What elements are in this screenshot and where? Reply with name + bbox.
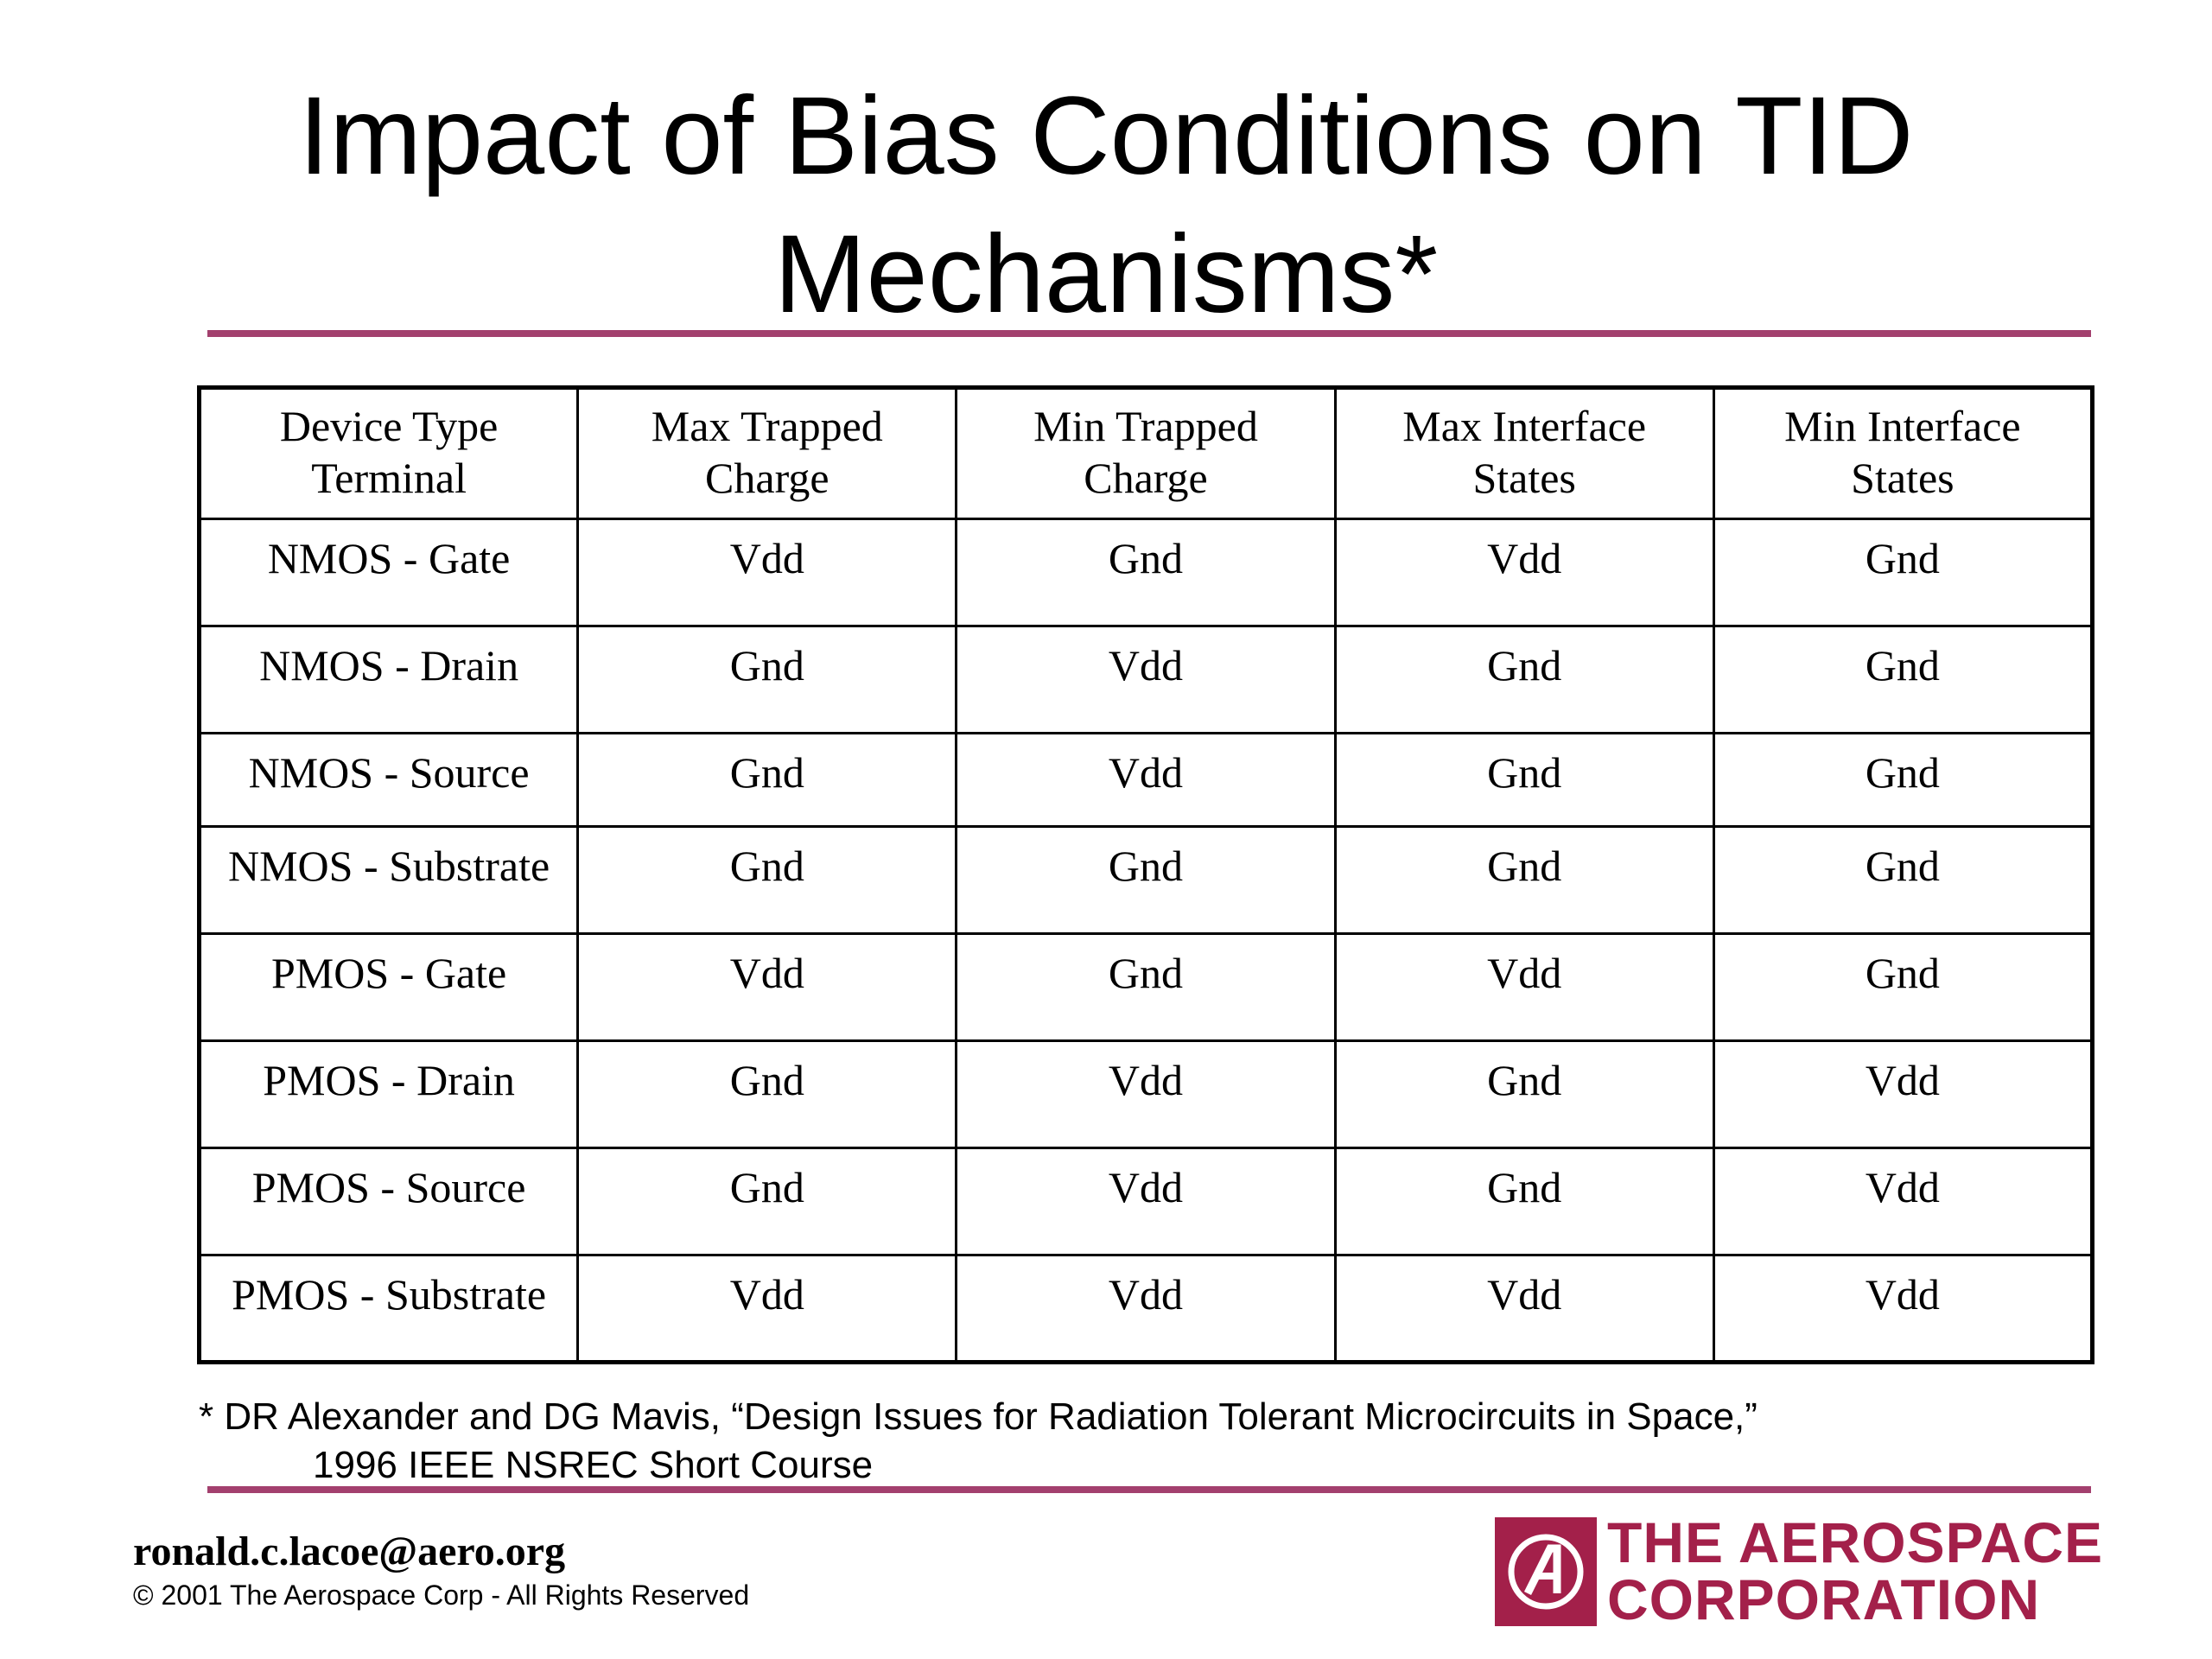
table-cell: Gnd <box>1712 932 2094 1042</box>
footnote-line-2: 1996 IEEE NSREC Short Course <box>313 1444 874 1486</box>
logo-wordmark: THE AEROSPACE CORPORATION <box>1607 1514 2103 1628</box>
table-cell: Gnd <box>1333 625 1715 734</box>
slide-title: Impact of Bias Conditions on TID Mechani… <box>207 67 2005 344</box>
table-cell: Vdd <box>955 1254 1337 1363</box>
header-text: Charge <box>705 454 830 502</box>
table-row: PMOS - Drain Gnd Vdd Gnd Vdd <box>197 1039 2094 1149</box>
table-row: PMOS - Gate Vdd Gnd Vdd Gnd <box>197 932 2094 1042</box>
header-text: Device Type <box>279 402 499 450</box>
logo-line-2: CORPORATION <box>1607 1567 2041 1631</box>
author-email: ronald.c.lacoe@aero.org <box>133 1529 566 1574</box>
table-cell: Vdd <box>955 1039 1337 1149</box>
table-cell: Gnd <box>576 1147 958 1256</box>
copyright-notice: © 2001 The Aerospace Corp - All Rights R… <box>133 1580 750 1611</box>
table-cell: Vdd <box>1712 1039 2094 1149</box>
header-min-trapped-charge: Min Trapped Charge <box>955 386 1337 520</box>
table-cell: Gnd <box>955 825 1337 935</box>
header-device-type: Device Type Terminal <box>197 386 580 520</box>
header-text: Max Interface <box>1402 402 1647 450</box>
table-cell: Gnd <box>1333 732 1715 828</box>
table-row: PMOS - Source Gnd Vdd Gnd Vdd <box>197 1147 2094 1256</box>
table-cell: Gnd <box>1333 1147 1715 1256</box>
table-cell: Gnd <box>1712 518 2094 627</box>
table-cell: Gnd <box>576 732 958 828</box>
table-cell: Vdd <box>576 518 958 627</box>
header-text: Terminal <box>311 454 467 502</box>
table-cell: PMOS - Gate <box>197 932 580 1042</box>
table-cell: Gnd <box>1712 625 2094 734</box>
table-row: NMOS - Drain Gnd Vdd Gnd Gnd <box>197 625 2094 734</box>
table-cell: Vdd <box>1712 1147 2094 1256</box>
bias-conditions-table: Device Type Terminal Max Trapped Charge … <box>197 385 2094 1364</box>
header-text: Min Trapped <box>1033 402 1258 450</box>
table-row: PMOS - Substrate Vdd Vdd Vdd Vdd <box>197 1254 2094 1363</box>
table-cell: Gnd <box>576 625 958 734</box>
table-cell: Gnd <box>576 1039 958 1149</box>
header-min-interface-states: Min Interface States <box>1712 386 2094 520</box>
table-cell: Gnd <box>1712 732 2094 828</box>
table-cell: NMOS - Gate <box>197 518 580 627</box>
header-text: Min Interface <box>1784 402 2021 450</box>
header-text: Max Trapped <box>651 402 883 450</box>
table-cell: Gnd <box>1333 1039 1715 1149</box>
table-cell: Vdd <box>955 1147 1337 1256</box>
table-row: NMOS - Source Gnd Vdd Gnd Gnd <box>197 732 2094 828</box>
table-cell: PMOS - Source <box>197 1147 580 1256</box>
footnote-line-1: * DR Alexander and DG Mavis, “Design Iss… <box>199 1395 1758 1438</box>
header-text: States <box>1851 454 1955 502</box>
table-cell: NMOS - Source <box>197 732 580 828</box>
aerospace-corporation-logo: THE AEROSPACE CORPORATION <box>1495 1514 2103 1630</box>
aerospace-a-icon <box>1495 1517 1597 1626</box>
table-cell: Vdd <box>576 932 958 1042</box>
table-cell: Vdd <box>955 625 1337 734</box>
table-cell: Gnd <box>576 825 958 935</box>
header-text: Charge <box>1084 454 1208 502</box>
slide-title-line-2: Mechanisms* <box>773 213 1439 336</box>
top-divider <box>207 330 2091 337</box>
table-cell: NMOS - Drain <box>197 625 580 734</box>
table-row: NMOS - Gate Vdd Gnd Vdd Gnd <box>197 518 2094 627</box>
table-cell: Vdd <box>576 1254 958 1363</box>
table-cell: Gnd <box>1712 825 2094 935</box>
bottom-divider <box>207 1486 2091 1493</box>
table-cell: Vdd <box>1333 932 1715 1042</box>
table-header-row: Device Type Terminal Max Trapped Charge … <box>197 386 2094 520</box>
header-text: States <box>1472 454 1576 502</box>
table-cell: NMOS - Substrate <box>197 825 580 935</box>
table-cell: Vdd <box>955 732 1337 828</box>
table-cell: Gnd <box>955 932 1337 1042</box>
table-cell: Vdd <box>1333 518 1715 627</box>
logo-line-1: THE AEROSPACE <box>1607 1510 2104 1574</box>
table-cell: Vdd <box>1333 1254 1715 1363</box>
citation-footnote: * DR Alexander and DG Mavis, “Design Iss… <box>199 1393 1758 1490</box>
table-cell: Vdd <box>1712 1254 2094 1363</box>
header-max-trapped-charge: Max Trapped Charge <box>576 386 958 520</box>
header-max-interface-states: Max Interface States <box>1333 386 1715 520</box>
slide-title-line-1: Impact of Bias Conditions on TID <box>298 74 1914 198</box>
table-row: NMOS - Substrate Gnd Gnd Gnd Gnd <box>197 825 2094 935</box>
table-cell: Gnd <box>955 518 1337 627</box>
table-cell: Gnd <box>1333 825 1715 935</box>
table-cell: PMOS - Drain <box>197 1039 580 1149</box>
table-cell: PMOS - Substrate <box>197 1254 580 1363</box>
